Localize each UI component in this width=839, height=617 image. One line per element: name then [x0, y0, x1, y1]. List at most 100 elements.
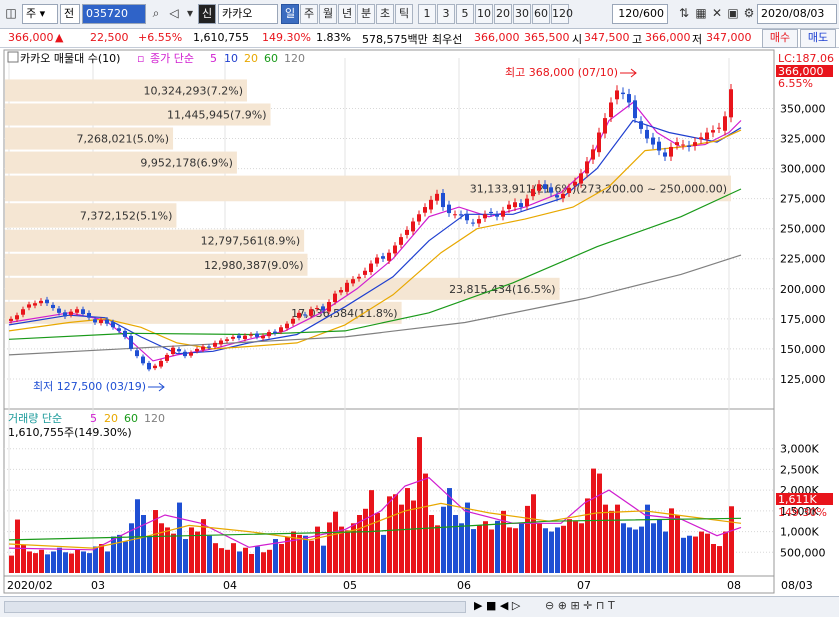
volume-bar [291, 531, 296, 573]
right-price-badges: LC:187.06 366,000 6.55% 1,611K 149.30% [776, 52, 834, 519]
price-legend: 카카오 매물대 수(10) ▫ 종가 단순 5 10 20 60 120 [7, 51, 305, 65]
current-pct-label: 6.55% [778, 77, 813, 90]
tool-icons[interactable]: ⊖ ⊕ ⊞ ✛ ⊓ T [545, 599, 615, 612]
interval-tab-5[interactable]: 5 [456, 4, 474, 24]
scroll-track[interactable] [4, 601, 466, 613]
candle-body [591, 149, 595, 160]
period-type-select[interactable]: 주 ▾ [22, 4, 58, 24]
period-tab-5[interactable]: 초 [376, 4, 394, 24]
menu-icon[interactable]: ◫ [5, 6, 17, 20]
x-tick-label: 08 [727, 579, 741, 592]
volume-bar [153, 510, 158, 573]
volume-profile-label: 11,445,945(7.9%) [167, 108, 267, 121]
period-tab-1[interactable]: 주 [300, 4, 318, 24]
candle-body [429, 199, 433, 210]
grid-icon[interactable]: ▦ [695, 6, 707, 20]
period-tab-0[interactable]: 일 [281, 4, 299, 24]
play-controls[interactable]: ▶ ■ ◀ ▷ [474, 599, 520, 612]
volume-bar [201, 519, 206, 573]
chart-area[interactable]: 10,324,293(7.2%) 11,445,945(7.9%) 7,268,02… [0, 48, 839, 596]
chart-type-icon[interactable]: ✕ [711, 6, 723, 20]
candle-body [621, 92, 625, 95]
candle-body [249, 334, 253, 336]
interval-tab-3[interactable]: 3 [437, 4, 455, 24]
candle-body [129, 335, 133, 349]
stock-name: 카카오 [218, 4, 278, 24]
legend-menu-icon[interactable] [7, 51, 19, 63]
period-tab-4[interactable]: 분 [357, 4, 375, 24]
dropdown-icon[interactable]: ▾ [186, 6, 194, 20]
volume-profile: 10,324,293(7.2%) 11,445,945(7.9%) 7,268,02… [5, 79, 731, 324]
stop-icon[interactable]: ■ [485, 599, 497, 612]
text-icon[interactable]: T [607, 599, 615, 612]
candle-body [651, 137, 655, 145]
y-tick-label: 350,000 [780, 102, 826, 115]
interval-tab-20[interactable]: 20 [494, 4, 512, 24]
volume-bar [315, 526, 320, 573]
volume-tick-label: 1,500K [780, 505, 819, 518]
volume-bar [159, 523, 164, 573]
candle-body [507, 204, 511, 210]
volume-bar [339, 526, 344, 573]
save-icon[interactable]: ▣ [727, 6, 739, 20]
prev-icon[interactable]: ◀ [499, 599, 509, 612]
volume-bar [519, 523, 524, 573]
ask-price: 366,000 [474, 31, 520, 44]
price-ma-5 [8, 101, 742, 362]
date-field[interactable]: 2020/08/03 [757, 4, 837, 24]
candle-body [657, 141, 661, 151]
volume-title: 거래량 단순 [8, 412, 62, 425]
play-icon[interactable]: ▶ [474, 599, 483, 612]
candle-body [69, 311, 73, 315]
zoom-icon[interactable]: ⇅ [678, 6, 690, 20]
candle-body [369, 263, 373, 273]
x-tick-label: 04 [223, 579, 237, 592]
candle-body [609, 102, 613, 118]
period-tab-2[interactable]: 월 [319, 4, 337, 24]
magnet-icon[interactable]: ⊓ [595, 599, 605, 612]
candle-body [45, 299, 49, 304]
interval-tab-60[interactable]: 60 [532, 4, 550, 24]
volume-bar [549, 531, 554, 573]
code-input[interactable]: 035720 [82, 4, 146, 24]
candle-body [327, 302, 331, 312]
compare-icon[interactable]: ⊞ [570, 599, 580, 612]
volume-profile-label: 9,952,178(6.9%) [140, 157, 233, 170]
sound-icon[interactable]: ◁ [169, 6, 179, 20]
volume-bar [669, 508, 674, 573]
volume-bar [171, 533, 176, 573]
candle-body [555, 195, 559, 198]
candle-body [459, 214, 463, 216]
next-icon[interactable]: ▷ [511, 599, 521, 612]
candle-body [111, 322, 115, 328]
volume-bar [249, 553, 254, 573]
candle-body [261, 335, 265, 339]
volume-tick-label: 500,000 [780, 546, 826, 559]
crosshair-icon[interactable]: ✛ [583, 599, 593, 612]
sell-button[interactable]: 매도 [800, 29, 836, 48]
volume-bar [441, 506, 446, 573]
search-icon[interactable]: ⌕ [152, 6, 160, 20]
interval-tab-120[interactable]: 120 [551, 4, 573, 24]
period-tab-3[interactable]: 년 [338, 4, 356, 24]
market-select[interactable]: 전 [60, 4, 80, 24]
zoom-in-icon[interactable]: ⊕ [557, 599, 567, 612]
candle-body [201, 346, 205, 350]
buy-button[interactable]: 매수 [762, 29, 798, 48]
candle-body [195, 348, 199, 352]
volume-bar [537, 523, 542, 573]
interval-tab-30[interactable]: 30 [513, 4, 531, 24]
candle-body [219, 340, 223, 345]
volume-profile-label: 31,133,911(21.6%)(273,200.00 ~ 250,000.0… [470, 182, 727, 195]
volume-bar [345, 530, 350, 573]
interval-tab-10[interactable]: 10 [475, 4, 493, 24]
candle-body [243, 335, 247, 340]
interval-tab-1[interactable]: 1 [418, 4, 436, 24]
zoom-out-icon[interactable]: ⊖ [545, 599, 555, 612]
scroll-bar[interactable]: ▶ ■ ◀ ▷ ⊖ ⊕ ⊞ ✛ ⊓ T [0, 596, 839, 617]
candle-body [309, 309, 313, 316]
volume-bar [351, 523, 356, 573]
period-tab-6[interactable]: 틱 [395, 4, 413, 24]
gear-icon[interactable]: ⚙ [743, 6, 755, 20]
count-field[interactable]: 120/600 [612, 4, 668, 24]
